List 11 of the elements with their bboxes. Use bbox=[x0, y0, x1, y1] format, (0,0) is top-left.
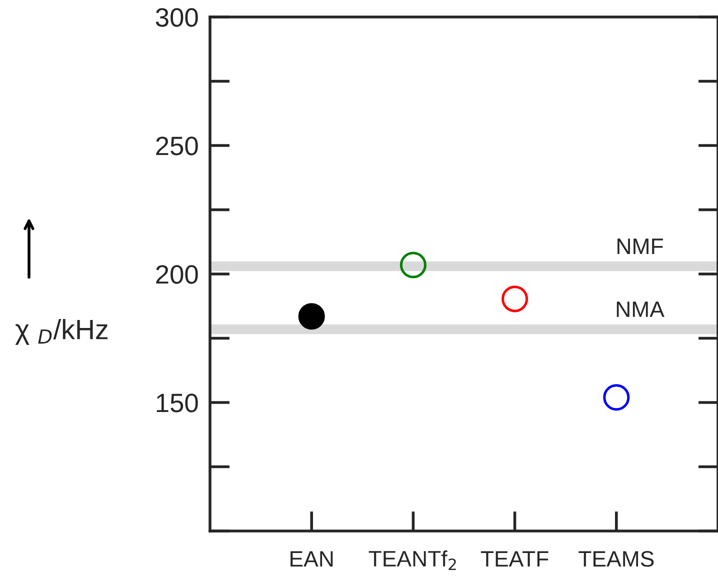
y-tick-label: 300 bbox=[156, 8, 198, 27]
x-tick-label: EAN bbox=[290, 551, 333, 567]
y-tick-label: 150 bbox=[156, 394, 198, 412]
y-axis-title: χ $_{D}$/kHz bbox=[15, 318, 108, 345]
y-tick-label: 200 bbox=[156, 265, 198, 284]
x-tick-label: TEANTf$_{2}$ bbox=[368, 550, 456, 570]
ref-line-label: NMF bbox=[618, 238, 663, 254]
y-tick-label: 250 bbox=[156, 136, 198, 156]
x-tick-label: TEATF bbox=[480, 551, 548, 567]
ref-line-label: NMA bbox=[616, 302, 664, 317]
x-tick-label: TEAMS bbox=[578, 551, 654, 567]
